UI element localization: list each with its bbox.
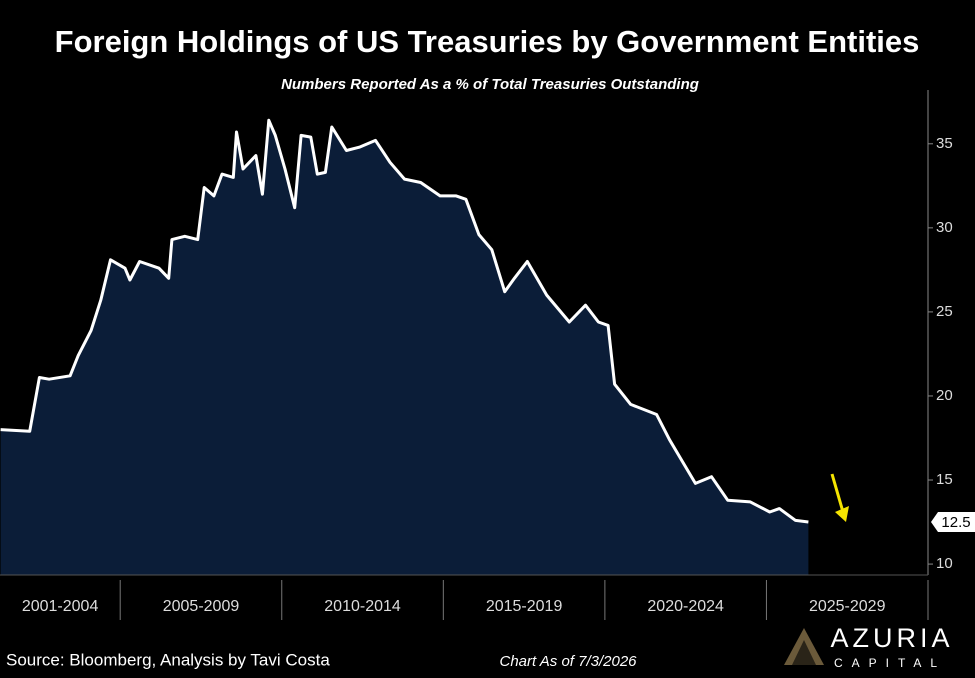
logo-tagline: CAPITAL — [834, 656, 946, 670]
period-label: 2020-2024 — [647, 598, 724, 615]
logo-name: AZURIA — [830, 623, 953, 653]
y-tick-label: 30 — [936, 219, 953, 236]
last-value-box — [931, 512, 975, 533]
last-value-label: 12.5 — [941, 514, 970, 531]
period-label: 2010-2014 — [324, 598, 401, 615]
y-tick-label: 15 — [936, 471, 953, 488]
arrow-shaft — [830, 473, 845, 513]
period-label: 2015-2019 — [486, 598, 563, 615]
area — [0, 120, 809, 576]
y-tick-label: 25 — [936, 303, 953, 320]
chart-date: Chart As of 7/3/2026 — [499, 653, 637, 670]
logo-mark — [784, 628, 824, 665]
plot-area: 12.5 10 15 20 25 30 35 2001-2004 2005-2009 2010-2… — [0, 90, 975, 620]
period-label: 2005-2009 — [163, 598, 240, 615]
y-tick-label: 20 — [936, 387, 953, 404]
chart-subtitle: Numbers Reported As a % of Total Treasur… — [281, 76, 699, 93]
y-tick-label: 10 — [936, 555, 953, 572]
line — [0, 118, 809, 524]
period-label: 2025-2029 — [809, 598, 886, 615]
source: Source: Bloomberg, Analysis by Tavi Cost… — [6, 650, 330, 669]
period-label: 2001-2004 — [22, 598, 99, 615]
y-tick-label: 35 — [936, 135, 953, 152]
chart-title: Foreign Holdings of US Treasuries by Gov… — [55, 24, 920, 59]
arrow-head — [835, 506, 849, 522]
